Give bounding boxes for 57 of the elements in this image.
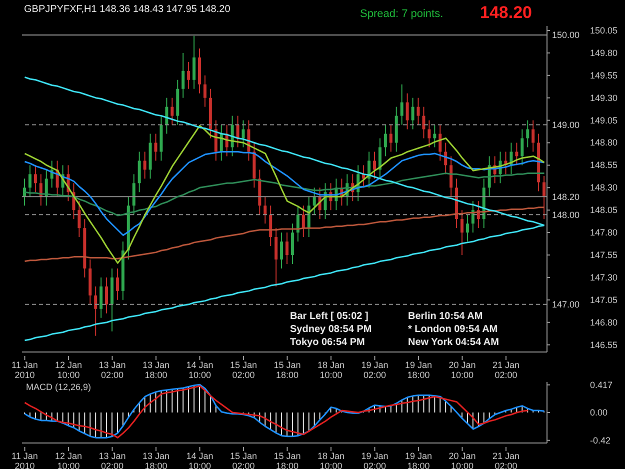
x-tick-label: 13 Jan 18:00	[142, 451, 170, 469]
x-tick-label: 19 Jan 02:00	[361, 360, 388, 380]
y-tick-label: 146.80	[590, 317, 618, 328]
x-tick-label: 13 Jan 02:00	[98, 360, 126, 380]
y-tick-label: 146.55	[590, 340, 618, 350]
x-tick-label: 14 Jan 10:00	[186, 451, 214, 469]
x-tick-label: 21 Jan 02:00	[492, 360, 520, 380]
text: Spread: 7 points.	[360, 8, 444, 20]
x-tick-label: 12 Jan 10:00	[54, 360, 82, 380]
ref-line-label: 149.00	[552, 120, 580, 130]
ref-line-label: 147.00	[552, 300, 580, 310]
y-tick-label: 147.80	[590, 228, 618, 238]
annotation: Berlin 10:54 AM	[408, 311, 483, 322]
x-tick-label: 14 Jan 10:00	[186, 360, 214, 380]
y-tick-label: 149.30	[590, 92, 618, 103]
y-tick-label: 148.80	[590, 138, 618, 148]
y-tick-label: 147.55	[590, 250, 618, 260]
annotation: * London 09:54 AM	[408, 324, 498, 335]
x-tick-label: 19 Jan 02:00	[361, 451, 388, 469]
x-tick-label: 12 Jan 10:00	[54, 451, 82, 469]
x-tick-label: 13 Jan 02:00	[98, 451, 126, 469]
y-tick-label: 148.05	[590, 205, 618, 216]
ref-line-label: 148.20	[552, 192, 580, 202]
y-tick-label: 150.05	[590, 25, 618, 36]
x-tick-label: 15 Jan 18:00	[274, 451, 301, 469]
x-tick-label: 13 Jan 18:00	[142, 360, 170, 380]
x-tick-label: 11 Jan 2010	[12, 360, 38, 380]
x-tick-label: 18 Jan 10:00	[317, 360, 344, 380]
x-tick-label: 21 Jan 02:00	[492, 451, 520, 469]
annotation: Bar Left [ 05:02 ]	[290, 311, 368, 322]
y-tick-label: -0.42	[590, 435, 611, 446]
ref-line-label: 150.00	[552, 30, 580, 40]
x-tick-label: 15 Jan 18:00	[274, 360, 301, 380]
y-tick-label: 148.55	[590, 160, 618, 170]
y-tick-label: 147.05	[590, 294, 618, 305]
annotation: New York 04:54 AM	[408, 337, 499, 348]
chart-title: MACD (12,26,9)	[26, 382, 92, 392]
x-tick-label: 15 Jan 02:00	[230, 451, 257, 469]
y-tick-label: 0.00	[590, 408, 608, 418]
y-tick-label: 149.05	[590, 115, 618, 126]
x-tick-label: 11 Jan 2010	[12, 451, 38, 469]
x-tick-label: 19 Jan 18:00	[404, 451, 432, 469]
chart-title: GBPJPYFXF,H1 148.36 148.43 147.95 148.20	[24, 4, 230, 15]
x-tick-label: 20 Jan 10:00	[448, 360, 476, 380]
y-tick-label: 148.30	[590, 182, 618, 193]
y-tick-label: 147.30	[590, 272, 618, 282]
x-tick-label: 20 Jan 10:00	[448, 451, 476, 469]
annotation: Tokyo 06:54 PM	[290, 337, 365, 348]
x-tick-label: 18 Jan 10:00	[317, 451, 344, 469]
y-tick-label: 0.417	[590, 380, 613, 390]
x-tick-label: 19 Jan 18:00	[404, 360, 432, 380]
y-tick-label: 149.55	[590, 70, 618, 80]
text: 148.20	[480, 3, 532, 23]
ref-line-label: 148.00	[552, 210, 580, 220]
x-tick-label: 15 Jan 02:00	[230, 360, 257, 380]
y-tick-label: 149.80	[590, 48, 618, 58]
annotation: Sydney 08:54 PM	[290, 324, 372, 335]
